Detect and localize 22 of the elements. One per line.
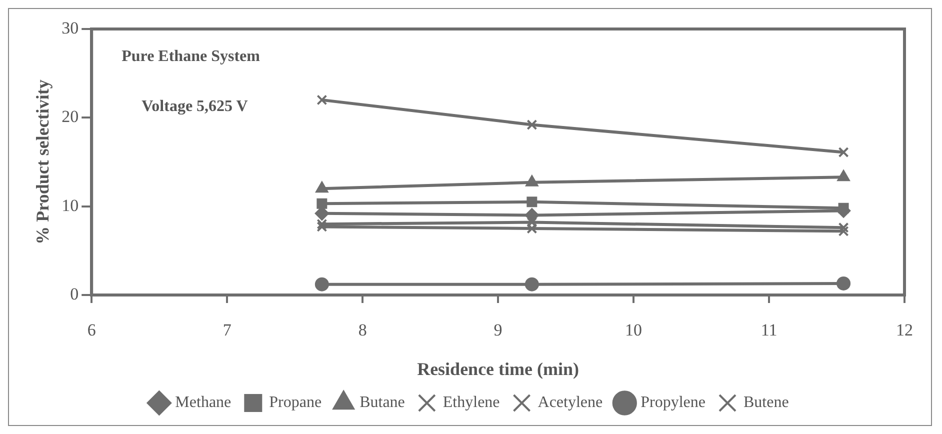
- y-axis-title: % Product selectivity: [32, 80, 52, 244]
- y-tick-label: 10: [62, 196, 79, 215]
- x-tick-label: 11: [760, 320, 778, 340]
- legend-label: Ethylene: [442, 394, 500, 412]
- y-tick-label: 30: [62, 18, 79, 38]
- annotation: Voltage 5,625 V: [142, 98, 248, 116]
- legend-label: Propylene: [640, 394, 706, 412]
- annotation: Pure Ethane System: [122, 48, 261, 66]
- x-tick-label: 6: [87, 320, 96, 340]
- x-tick-label: 9: [494, 320, 502, 340]
- y-tick-label: 0: [70, 284, 79, 304]
- x-axis-title: Residence time (min): [417, 358, 580, 379]
- x-tick-label: 8: [358, 320, 367, 340]
- legend-label: Butene: [744, 394, 789, 412]
- legend-label: Butane: [360, 394, 405, 412]
- legend-label: Methane: [175, 394, 232, 412]
- x-tick-label: 7: [222, 320, 232, 340]
- legend-label: Propane: [269, 394, 322, 412]
- y-tick-label: 20: [62, 107, 79, 126]
- legend-label: Acetylene: [538, 394, 603, 412]
- x-tick-label: 12: [896, 320, 913, 340]
- x-tick-label: 10: [625, 320, 642, 340]
